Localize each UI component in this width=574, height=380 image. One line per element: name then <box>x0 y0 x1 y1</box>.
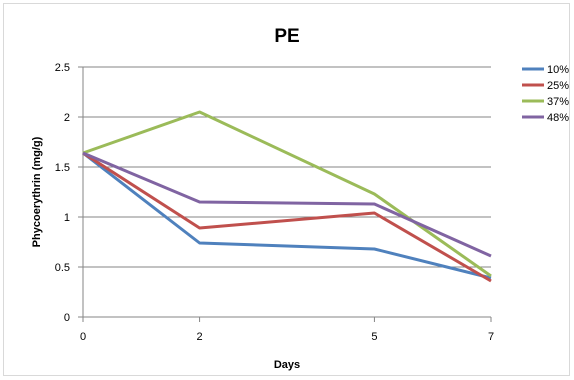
series-line-25pct <box>82 151 492 283</box>
tick-labels: 0 0.5 1 1.5 2 2.5 0 2 5 7 <box>55 62 494 343</box>
y-axis-title: Phycoerythrin (mg/g) <box>31 136 43 247</box>
x-tick-label: 7 <box>488 331 494 343</box>
chart-area <box>3 3 570 376</box>
gridlines <box>83 66 491 268</box>
y-tick-label: 0 <box>64 312 70 324</box>
legend-label: 25% <box>547 80 569 92</box>
legend-label: 10% <box>547 64 569 76</box>
series-line-37pct <box>82 110 492 278</box>
legend: 10% 25% 37% 48% <box>522 64 569 124</box>
series-lines <box>82 110 492 283</box>
y-tick-label: 2.5 <box>55 62 70 74</box>
chart-title: PE <box>274 26 299 47</box>
series-line-10pct <box>82 151 492 280</box>
y-tick-label: 1.5 <box>55 162 70 174</box>
x-tick-label: 5 <box>371 331 377 343</box>
x-axis-title: Days <box>274 359 300 371</box>
series-line-48pct <box>82 151 492 258</box>
x-tick-label: 2 <box>197 331 203 343</box>
y-tick-label: 2 <box>64 112 70 124</box>
legend-label: 48% <box>547 112 569 124</box>
axes <box>78 66 492 322</box>
legend-label: 37% <box>547 96 569 108</box>
y-tick-label: 1 <box>64 212 70 224</box>
x-tick-label: 0 <box>80 331 86 343</box>
y-tick-label: 0.5 <box>55 262 70 274</box>
